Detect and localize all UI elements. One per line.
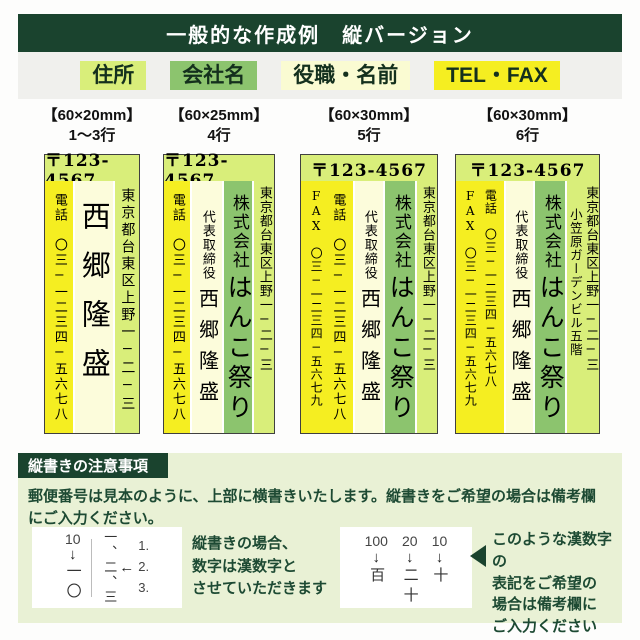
- company-text: はんこ祭り: [386, 274, 416, 424]
- stamp4-columns: FAX 〇三−一二三四−五六七九 電話 〇三−一二三四−五六七八 代表取締役 西…: [456, 181, 599, 433]
- tel-text: 電話 〇三−一二三四−五六七八: [483, 189, 498, 388]
- digit-100: 100: [364, 533, 388, 549]
- company-prefix-text: 株式会社: [228, 194, 249, 270]
- stamp4-size: 【60×30mm】: [478, 107, 577, 124]
- tel-fax-column: FAX 〇三−一二三四−五六七九 電話 〇三−一二三四−五六七八: [301, 181, 353, 433]
- title-name-column: 代表取締役 西郷隆盛: [506, 181, 533, 433]
- name-text: 西郷隆盛: [77, 201, 112, 397]
- stamp3-lines: 5行: [357, 127, 381, 145]
- company-prefix-text: 株式会社: [390, 194, 411, 270]
- postal-code: 〒123-4567: [301, 155, 437, 181]
- stamp1-size: 【60×20mm】: [42, 107, 142, 124]
- legend-company: 会社名: [170, 60, 258, 91]
- title-name-column: 代表取締役 西郷隆盛: [355, 181, 383, 433]
- stamp3-size: 【60×30mm】: [319, 107, 419, 124]
- fax-text: FAX 〇三−一二三四−五六七九: [463, 189, 478, 407]
- kanji-10: 十: [431, 567, 450, 588]
- example1-caption: 縦書きの場合、 数字は漢数字と させていただきます: [192, 535, 328, 597]
- address-line1-text: 東京都台東区上野一−二−三: [583, 186, 599, 372]
- page-title: 一般的な作成例 縦バージョン: [18, 14, 622, 52]
- name-text: 西郷隆盛: [195, 288, 220, 412]
- company-text: はんこ祭り: [536, 274, 566, 424]
- stamp1-header: 【60×20mm】 1〜3行: [34, 106, 150, 147]
- address-column: 東京都台東区上野一−二−三: [417, 181, 437, 433]
- postal-code: 〒123-4567: [164, 151, 274, 191]
- legend: 住所 会社名 役職・名前 TEL・FAX: [18, 52, 622, 99]
- tel-text: 電話 〇三−一二三四−五六七八: [330, 193, 346, 422]
- down-arrow-icon: ↓: [69, 545, 77, 563]
- kanji-numeral-example-box: 100 20 10 ↓ ↓ ↓ 百 二十 十: [340, 527, 472, 608]
- company-column: 株式会社 はんこ祭り: [535, 181, 565, 433]
- kanji-10: 一〇: [64, 563, 83, 604]
- tel-column: 電話 〇三−一二三四−五六七八: [45, 181, 73, 433]
- tel-fax-column: FAX 〇三−一二三四−五六七九 電話 〇三−一二三四−五六七八: [456, 181, 504, 433]
- company-column: 株式会社 はんこ祭り: [385, 181, 415, 433]
- stamp4-header: 【60×30mm】 6行: [455, 106, 600, 147]
- address-text: 東京都台東区上野一−二−三: [256, 186, 272, 372]
- title-text: 代表取締役: [512, 210, 528, 280]
- kanji-100: 百: [368, 567, 387, 588]
- postal-code: 〒123-4567: [456, 155, 599, 181]
- fax-text: FAX 〇三−一二三四−五六七九: [309, 189, 324, 407]
- number-conversion-example-box: 10 ↓ 一〇 一、二、三 ← 1. 2. 3.: [32, 527, 182, 608]
- digit-10: 10: [64, 530, 81, 547]
- down-arrow-icon: ↓: [406, 549, 414, 567]
- notes-tag: 縦書きの注意事項: [18, 453, 168, 478]
- stamp-sample-3: 〒123-4567 FAX 〇三−一二三四−五六七九 電話 〇三−一二三四−五六…: [300, 154, 438, 434]
- legend-tel-fax: TEL・FAX: [434, 60, 560, 91]
- example2-caption: このような漢数字の 表記をご希望の 場合は備考欄に ご入力ください: [492, 531, 613, 635]
- tel-column: 電話 〇三−一二三四−五六七八: [164, 181, 190, 433]
- title-text: 代表取締役: [199, 210, 215, 280]
- notes-panel: 縦書きの注意事項 郵便番号は見本のように、上部に横書きいたします。縦書きをご希望…: [18, 453, 622, 635]
- stamp-sample-1: 〒123-4567 電話 〇三−一二三四−五六七八 西郷隆盛 東京都台東区上野一…: [44, 151, 140, 434]
- legend-address: 住所: [80, 60, 147, 91]
- name-text: 西郷隆盛: [508, 288, 532, 412]
- name-column: 西郷隆盛: [75, 181, 113, 433]
- divider: [90, 538, 92, 597]
- stamp-sample-2: 〒123-4567 電話 〇三−一二三四−五六七八 代表取締役 西郷隆盛 株式会…: [163, 151, 275, 434]
- address-column: 小笠原ガーデンビル五階 東京都台東区上野一−二−三: [567, 181, 599, 433]
- stamp2-columns: 電話 〇三−一二三四−五六七八 代表取締役 西郷隆盛 株式会社 はんこ祭り 東京…: [164, 181, 274, 433]
- company-column: 株式会社 はんこ祭り: [224, 181, 254, 433]
- stamp4-lines: 6行: [515, 127, 540, 145]
- digit-20: 20: [402, 533, 418, 549]
- address-line2-text: 小笠原ガーデンビル五階: [567, 208, 583, 357]
- stamp-sample-4: 〒123-4567 FAX 〇三−一二三四−五六七九 電話 〇三−一二三四−五六…: [455, 154, 600, 434]
- stamp1-columns: 電話 〇三−一二三四−五六七八 西郷隆盛 東京都台東区上野一−二−三: [45, 181, 139, 433]
- example-10-to-kanji: 10 ↓ 一〇: [64, 530, 83, 604]
- stamp3-header: 【60×30mm】 5行: [300, 106, 438, 147]
- digit-list: 1. 2. 3.: [138, 538, 150, 595]
- company-text: はんこ祭り: [224, 274, 254, 424]
- down-arrow-icon: ↓: [435, 549, 444, 567]
- address-text: 東京都台東区上野一−二−三: [419, 186, 435, 372]
- tel-text: 電話 〇三−一二三四−五六七八: [169, 193, 185, 422]
- stamp2-lines: 4行: [207, 127, 231, 145]
- kanji-list: 一、二、三: [101, 530, 117, 605]
- stamp1-lines: 1〜3行: [68, 127, 116, 145]
- stamp3-columns: FAX 〇三−一二三四−五六七九 電話 〇三−一二三四−五六七八 代表取締役 西…: [301, 181, 437, 433]
- stamp2-header: 【60×25mm】 4行: [163, 106, 275, 147]
- stamp2-size: 【60×25mm】: [169, 107, 269, 124]
- kanji-20: 二十: [401, 567, 420, 608]
- address-column: 東京都台東区上野一−二−三: [115, 181, 139, 433]
- down-arrow-icon: ↓: [372, 549, 380, 567]
- notes-body: 郵便番号は見本のように、上部に横書きいたします。縦書きをご希望の場合は備考欄 に…: [28, 488, 597, 527]
- postal-code: 〒123-4567: [45, 151, 139, 191]
- digit-10: 10: [431, 533, 448, 549]
- left-triangle-pointer-icon: [470, 545, 486, 567]
- left-arrow-icon: ←: [119, 559, 135, 576]
- title-name-column: 代表取締役 西郷隆盛: [192, 181, 222, 433]
- name-text: 西郷隆盛: [357, 288, 382, 412]
- legend-title-name: 役職・名前: [281, 60, 411, 91]
- tel-text: 電話 〇三−一二三四−五六七八: [51, 193, 67, 422]
- address-column: 東京都台東区上野一−二−三: [254, 181, 274, 433]
- title-text: 代表取締役: [361, 210, 377, 280]
- company-prefix-text: 株式会社: [540, 194, 561, 270]
- address-text: 東京都台東区上野一−二−三: [119, 188, 136, 413]
